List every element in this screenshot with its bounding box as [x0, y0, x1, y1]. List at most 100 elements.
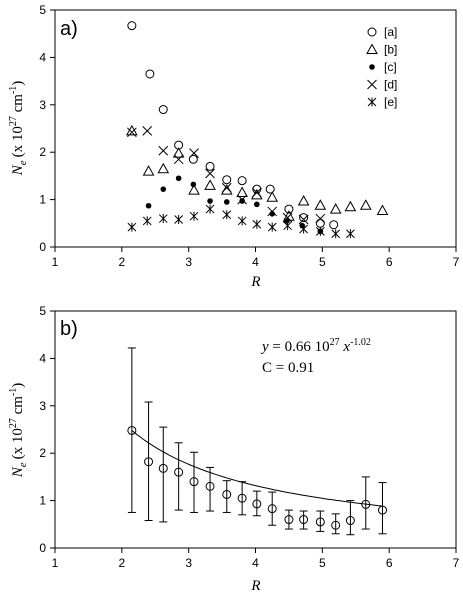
- legend-marker: [367, 79, 377, 90]
- data-point-b: [127, 425, 137, 435]
- y-axis-title-b-unit: (x 10: [10, 428, 26, 459]
- data-point-b: [157, 162, 170, 174]
- data-point-d: [127, 127, 137, 138]
- data-point-b: [144, 457, 154, 467]
- data-point-b: [237, 493, 247, 503]
- y-tick-label: 5: [39, 304, 46, 318]
- x-axis-title-a: R: [250, 274, 260, 290]
- x-tick-label: 3: [185, 255, 192, 269]
- data-point-d: [189, 148, 199, 159]
- data-point-e: [189, 211, 199, 221]
- x-tick-label: 1: [52, 556, 59, 570]
- data-point-b: [376, 204, 389, 216]
- data-point-b: [222, 489, 232, 499]
- x-tick-label: 4: [252, 556, 259, 570]
- data-point-e: [174, 215, 183, 225]
- y-axis-title-a: Ne (x 1027 cm-1): [8, 81, 29, 177]
- legend-label: [e]: [384, 95, 397, 109]
- data-point-a: [188, 154, 198, 164]
- y-tick-label: 0: [39, 541, 46, 555]
- y-axis-title-b-mid: cm: [10, 396, 26, 418]
- y-axis-title-b-close: ): [10, 383, 26, 388]
- data-point-e: [267, 222, 277, 232]
- data-point-c: [223, 199, 230, 205]
- data-point-b: [284, 515, 294, 525]
- data-point-b: [267, 504, 277, 514]
- legend-marker: [366, 43, 378, 54]
- data-point-e: [142, 216, 152, 226]
- data-point-a: [284, 204, 294, 214]
- y-tick-label: 4: [39, 351, 46, 365]
- data-point-b: [172, 147, 185, 158]
- legend-marker: [367, 27, 377, 37]
- fit-eq-x: x: [340, 339, 351, 355]
- x-tick-label: 6: [386, 556, 393, 570]
- x-tick-label: 5: [319, 556, 326, 570]
- x-tick-label: 5: [319, 255, 326, 269]
- y-tick-label: 1: [39, 193, 46, 207]
- data-point-d: [315, 213, 326, 224]
- data-point-a: [205, 161, 215, 171]
- y-axis-title-a-mid: cm: [10, 94, 26, 116]
- data-point-b: [359, 199, 372, 210]
- data-point-b: [377, 505, 387, 515]
- data-point-c: [175, 175, 182, 182]
- data-point-a: [145, 69, 155, 79]
- data-point-b: [174, 467, 184, 477]
- plot-frame-b: [54, 310, 457, 549]
- data-point-a: [329, 220, 339, 230]
- data-point-e: [237, 216, 247, 226]
- data-point-e: [222, 210, 232, 220]
- data-point-e: [252, 219, 262, 229]
- y-tick-label: 3: [39, 98, 46, 112]
- data-point-d: [237, 194, 247, 205]
- data-point-a: [315, 218, 325, 228]
- data-point-d: [142, 126, 153, 136]
- data-points-b: [127, 347, 387, 536]
- legend-label: [b]: [384, 43, 397, 57]
- fit-curve-b: [131, 430, 383, 507]
- fit-eq-body: = 0.66 10: [269, 339, 330, 355]
- y-axis-title-b-main: N: [10, 466, 26, 478]
- data-point-b: [220, 184, 233, 195]
- y-axis-title-a-exp2: -1: [8, 86, 19, 94]
- y-tick-label: 2: [39, 145, 46, 159]
- data-point-b: [344, 200, 357, 212]
- data-point-b: [142, 165, 155, 176]
- y-tick-label: 5: [39, 3, 46, 17]
- y-tick-label: 4: [39, 50, 46, 64]
- data-point-c: [207, 198, 213, 204]
- data-point-b: [345, 516, 355, 526]
- data-point-a: [127, 21, 137, 31]
- y-axis-title-a-exp1: 27: [8, 116, 19, 126]
- data-point-b: [329, 203, 342, 214]
- x-tick-label: 4: [252, 255, 259, 269]
- fit-eq-exp1: 27: [330, 337, 340, 348]
- data-point-e: [331, 229, 341, 239]
- data-point-b: [126, 124, 138, 136]
- y-tick-label: 0: [39, 240, 46, 254]
- legend-marker: [369, 64, 375, 70]
- data-point-e: [315, 226, 325, 236]
- y-axis-title-a-main: N: [10, 164, 26, 176]
- data-point-b: [158, 463, 168, 473]
- x-tick-label: 6: [386, 255, 393, 269]
- data-point-e: [205, 204, 215, 214]
- data-point-c: [239, 198, 245, 204]
- y-axis-title-b: Ne (x 1027 cm-1): [8, 383, 29, 479]
- x-tick-label: 1: [52, 255, 59, 269]
- y-axis-title-b-exp2: -1: [8, 388, 19, 396]
- data-point-b: [314, 199, 327, 210]
- x-tick-label: 2: [118, 556, 125, 570]
- x-tick-label: 2: [118, 255, 125, 269]
- x-tick-label: 7: [453, 255, 460, 269]
- data-point-a: [299, 213, 309, 223]
- legend-label: [a]: [384, 25, 397, 39]
- data-point-b: [205, 481, 215, 491]
- data-point-e: [283, 221, 292, 231]
- data-point-b: [331, 520, 341, 530]
- data-point-b: [252, 499, 262, 509]
